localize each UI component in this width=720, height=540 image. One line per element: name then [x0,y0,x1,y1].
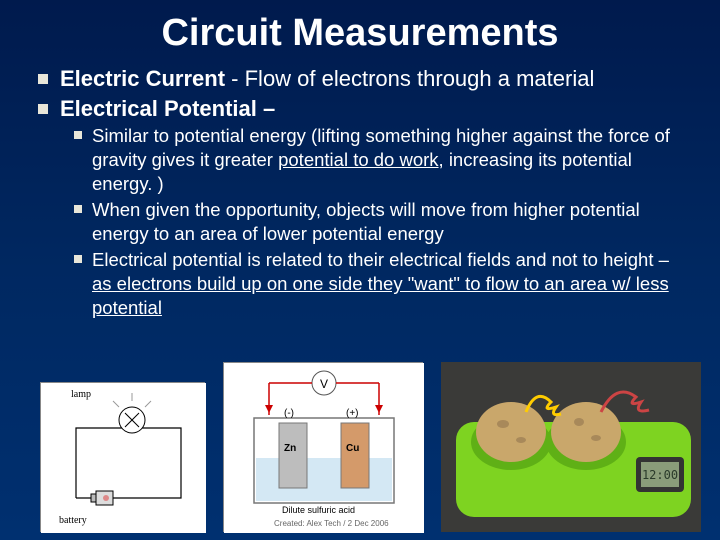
sub-bullet-2: When given the opportunity, objects will… [74,198,690,246]
credit-label: Created: Alex Tech / 2 Dec 2006 [274,519,389,528]
bullet-square-icon [38,104,48,114]
sb3-ul: as electrons build up on one side they "… [92,273,669,318]
bullet-2: Electrical Potential – [38,95,690,123]
acid-label: Dilute sulfuric acid [282,505,355,515]
bullet-2-bold: Electrical Potential – [60,96,275,121]
sub-bullet-3: Electrical potential is related to their… [74,248,690,320]
bullet-1-bold: Electric Current [60,66,225,91]
sub-bullet-2-text: When given the opportunity, objects will… [92,198,690,246]
bullet-square-icon [38,74,48,84]
zn-label: Zn [284,443,296,454]
sub-bullet-1-text: Similar to potential energy (lifting som… [92,124,690,196]
voltmeter-label: V [320,377,328,391]
bullet-2-text: Electrical Potential – [60,95,690,123]
bullet-square-icon [74,205,82,213]
sub-bullet-3-text: Electrical potential is related to their… [92,248,690,320]
lamp-label: lamp [71,389,91,400]
sb2-pre: When given the opportunity, objects will… [92,199,640,244]
battery-label: battery [59,515,87,526]
bullet-1: Electric Current - Flow of electrons thr… [38,65,690,93]
sub-bullet-1: Similar to potential energy (lifting som… [74,124,690,196]
lamp-circuit-diagram: lamp battery [40,382,205,532]
voltaic-cell-diagram: V (-) (+) Zn Cu Dilute sulfuric acid Cre… [223,362,423,532]
sb1-ul: potential to do work [278,149,438,170]
bullet-square-icon [74,131,82,139]
bullet-1-rest: - Flow of electrons through a material [225,66,594,91]
slide-title: Circuit Measurements [0,0,720,65]
svg-text:12:00: 12:00 [642,468,678,482]
sb3-pre: Electrical potential is related to their… [92,249,669,270]
bullet-square-icon [74,255,82,263]
cu-label: Cu [346,443,359,454]
pos-label: (+) [346,408,359,419]
bullet-1-text: Electric Current - Flow of electrons thr… [60,65,690,93]
potato-clock-image: 12:00 [441,362,701,532]
content-area: Electric Current - Flow of electrons thr… [0,65,720,320]
image-row: lamp battery V (-) (+) Zn Cu Dilute su [40,362,700,532]
neg-label: (-) [284,408,294,419]
